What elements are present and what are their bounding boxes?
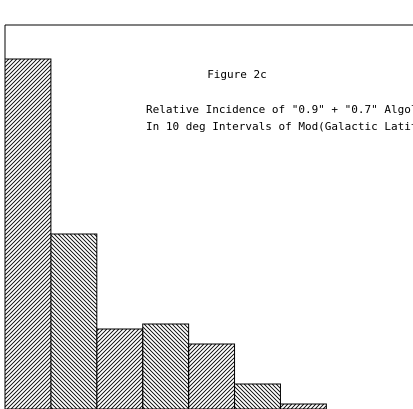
bar [188, 343, 236, 409]
bar [142, 323, 190, 409]
chart-subtitle: In 10 deg Intervals of Mod(Galactic Lati… [146, 120, 413, 133]
bar [234, 383, 281, 409]
bar [50, 233, 98, 409]
bar [96, 328, 144, 409]
chart-subtitle: Relative Incidence of "0.9" + "0.7" Algo… [146, 103, 413, 116]
bar [279, 403, 327, 409]
bar [4, 58, 52, 409]
chart-title: Figure 2c [207, 68, 267, 81]
